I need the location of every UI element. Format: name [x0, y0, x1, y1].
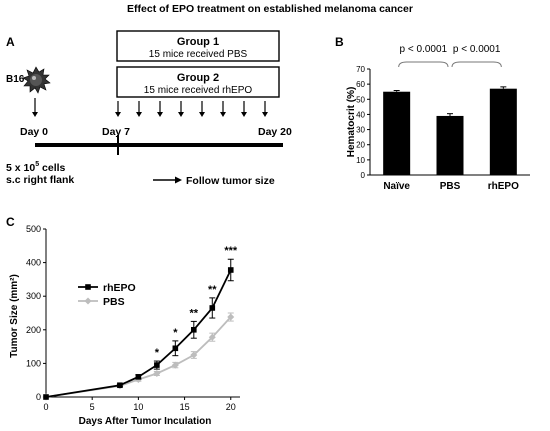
bar: [436, 115, 464, 175]
arrow-head: [136, 112, 142, 117]
x-tick-label: 15: [180, 402, 190, 412]
panel-b-hematocrit-chart: B Hematocrit (%) 0 10 20 30 40 50 60 70 Naïve PB…: [335, 35, 530, 192]
data-point: [190, 351, 198, 359]
y-tick-label: 0: [361, 171, 366, 180]
panel-c-xlabel: Days After Tumor Inculation: [79, 416, 212, 427]
data-point: [153, 369, 161, 377]
figure-title: Effect of EPO treatment on established m…: [127, 3, 413, 15]
day20-label: Day 20: [258, 126, 292, 138]
tumor-cell-icon: [22, 66, 51, 94]
cell-count-label: 5 x 105 cells: [6, 161, 66, 174]
x-tick-label: PBS: [440, 181, 461, 192]
y-tick-label: 500: [26, 224, 41, 234]
x-tick-label: 0: [43, 402, 48, 412]
group2-title: Group 2: [177, 72, 219, 84]
panel-c-legend: rhEPO PBS: [78, 282, 136, 308]
legend-marker: [85, 284, 91, 290]
follow-arrow: [153, 176, 182, 184]
arrow-head: [262, 112, 268, 117]
y-tick-label: 40: [356, 110, 365, 119]
significance-marker: **: [190, 307, 199, 319]
y-tick-label: 300: [26, 291, 41, 301]
series-rhepo: [43, 258, 234, 400]
data-point: [171, 361, 179, 369]
y-tick-label: 60: [356, 80, 365, 89]
p-value-label: p < 0.0001: [400, 44, 448, 55]
y-tick-label: 100: [26, 358, 41, 368]
significance-marker: **: [208, 284, 217, 296]
panel-b-ylabel: Hematocrit (%): [346, 87, 357, 158]
panel-a-letter: A: [6, 35, 15, 49]
data-point: [227, 267, 234, 273]
x-tick-label: rhEPO: [488, 181, 519, 192]
data-point: [208, 333, 216, 341]
legend-label: PBS: [103, 296, 125, 308]
panel-c-significance: *********: [155, 245, 238, 359]
y-tick-label: 10: [356, 156, 365, 165]
y-tick-label: 0: [36, 392, 41, 402]
significance-bracket: [398, 61, 449, 68]
significance-marker: *: [155, 347, 160, 359]
data-point: [117, 382, 123, 389]
arrow-head: [199, 112, 205, 117]
data-point: [191, 327, 197, 333]
panel-b-x-axis: Naïve PBS rhEPO: [383, 181, 519, 192]
significance-marker: *: [173, 327, 178, 339]
series-line: [45, 269, 232, 398]
data-point: [172, 345, 179, 352]
panel-b-letter: B: [335, 35, 344, 49]
x-tick-label: 5: [90, 402, 95, 412]
data-point: [209, 305, 216, 311]
bar: [489, 88, 517, 175]
p-value-label: p < 0.0001: [453, 44, 501, 55]
arrow-head: [241, 112, 247, 117]
day0-label: Day 0: [20, 126, 48, 138]
significance-bracket: [451, 61, 502, 68]
day7-label: Day 7: [102, 126, 130, 138]
treatment-arrows: [32, 98, 268, 117]
data-point: [154, 362, 160, 368]
series-line: [45, 316, 232, 398]
panel-b-significance: p < 0.0001 p < 0.0001: [398, 44, 502, 68]
group2-box: [116, 66, 280, 98]
series-pbs: [42, 312, 235, 401]
y-tick-label: 70: [356, 65, 365, 74]
y-tick-label: 50: [356, 95, 365, 104]
group1-box: [116, 30, 280, 62]
group1-subtitle: 15 mice received PBS: [149, 49, 248, 60]
panel-a: A Group 1 15 mice received PBS Group 2 1…: [6, 30, 292, 187]
x-tick-label: Naïve: [383, 181, 410, 192]
cell-line-label: B16: [6, 74, 25, 85]
injection-site-label: s.c right flank: [6, 174, 74, 186]
arrow-head: [157, 112, 163, 117]
y-tick-label: 30: [356, 126, 365, 135]
data-point: [227, 313, 235, 321]
follow-tumor-label: Follow tumor size: [186, 175, 275, 187]
arrow-head: [220, 112, 226, 117]
y-tick-label: 20: [356, 141, 365, 150]
panel-c-letter: C: [6, 215, 15, 229]
data-point: [135, 374, 142, 380]
panel-c-ylabel: Tumor Size (mm²): [9, 274, 20, 358]
x-tick-label: 10: [133, 402, 143, 412]
data-point: [43, 394, 49, 400]
panel-c-tumor-growth-chart: C Tumor Size (mm²) Days After Tumor Incu…: [6, 215, 240, 427]
group2-subtitle: 15 mice received rhEPO: [144, 85, 253, 96]
significance-marker: ***: [224, 245, 238, 257]
legend-label: rhEPO: [103, 282, 136, 294]
bar: [383, 91, 411, 175]
x-tick-label: 20: [226, 402, 236, 412]
panel-b-bars: [383, 86, 517, 175]
legend-marker: [84, 297, 92, 305]
arrow-head: [32, 112, 38, 117]
panel-c-series: [42, 258, 235, 401]
arrow-head: [115, 112, 121, 117]
panel-c-axes: 0 100 200 300 400 500 0 5 10 15 20: [26, 224, 240, 412]
y-tick-label: 400: [26, 258, 41, 268]
group1-title: Group 1: [177, 36, 219, 48]
y-tick-label: 200: [26, 325, 41, 335]
arrow-head: [178, 112, 184, 117]
